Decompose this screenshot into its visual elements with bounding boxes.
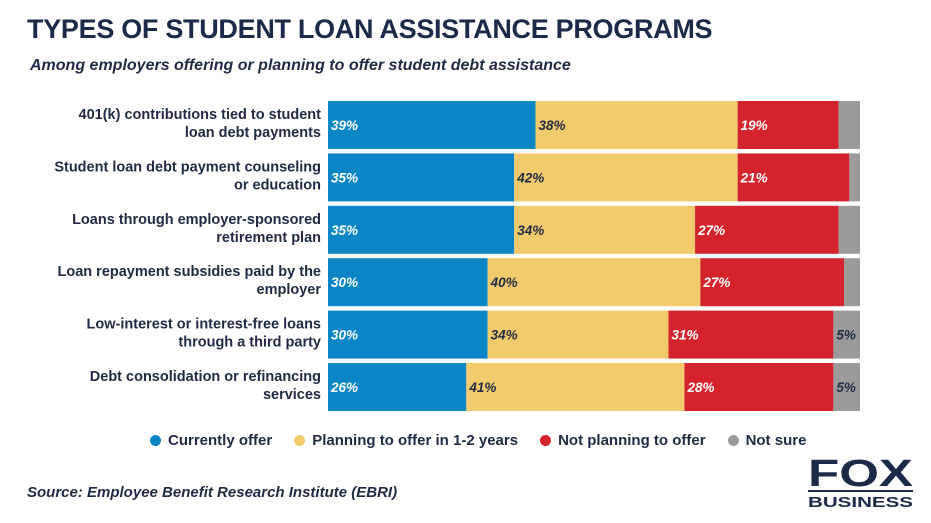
data-label: 40%	[490, 275, 518, 290]
source-note: Source: Employee Benefit Research Instit…	[27, 484, 398, 501]
bar-segment	[328, 153, 515, 202]
bar-segment	[466, 363, 685, 411]
stacked-bar-chart: 401(k) contributions tied to student loan…	[54, 101, 860, 411]
bar-segment	[328, 310, 488, 359]
bar-segment	[535, 101, 738, 149]
bar-segment	[328, 205, 515, 254]
category-label: or education	[234, 177, 321, 193]
bar-segment	[737, 153, 850, 202]
category-label: 401(k) contributions tied to student	[79, 107, 322, 123]
chart-subtitle: Among employers offering or planning to …	[30, 57, 571, 74]
bar-segment	[833, 310, 860, 359]
bar-segment	[700, 258, 845, 307]
legend-swatch-currently-offer	[150, 435, 161, 446]
chart-legend: Currently offer Planning to offer in 1-2…	[150, 432, 806, 449]
data-label: 30%	[331, 275, 358, 290]
bar-segment	[838, 205, 860, 254]
legend-label-currently-offer: Currently offer	[168, 432, 273, 449]
data-label: 30%	[331, 328, 358, 343]
data-label: 35%	[331, 170, 358, 185]
category-label: retirement plan	[216, 230, 321, 246]
category-label: Loan repayment subsidies paid by the	[58, 264, 321, 280]
legend-item-not-sure: Not sure	[727, 432, 807, 449]
data-label: 34%	[517, 223, 544, 238]
legend-swatch-not-sure	[727, 435, 739, 446]
bar-segment	[328, 258, 488, 307]
data-label: 39%	[331, 118, 358, 133]
data-label: 27%	[697, 223, 725, 238]
data-label: 38%	[538, 118, 565, 133]
legend-swatch-not-planning	[540, 435, 552, 446]
legend-label-not-planning: Not planning to offer	[558, 432, 706, 449]
bar-segment	[737, 101, 839, 149]
bar-segment	[514, 153, 738, 202]
data-label: 5%	[836, 380, 856, 395]
bar-segment	[833, 363, 860, 411]
bar-segment	[487, 310, 669, 359]
bar-segment	[668, 310, 834, 359]
bar-segment	[328, 101, 536, 149]
data-label: 26%	[330, 380, 358, 395]
bar-segment	[838, 101, 860, 149]
data-label: 19%	[741, 118, 768, 133]
logo-business-text: BUSINESS	[808, 494, 913, 509]
category-label: Low-interest or interest-free loans	[87, 317, 321, 333]
chart-title: TYPES OF STUDENT LOAN ASSISTANCE PROGRAM…	[27, 14, 713, 44]
legend-swatch-planning	[294, 435, 306, 446]
bar-segment	[328, 363, 467, 411]
data-label: 42%	[516, 170, 544, 185]
legend-item-not-planning: Not planning to offer	[540, 432, 706, 449]
data-label: 31%	[671, 328, 698, 343]
bar-segment	[514, 205, 696, 254]
legend-item-currently-offer: Currently offer	[150, 432, 272, 449]
data-label: 34%	[491, 328, 518, 343]
legend-label-planning: Planning to offer in 1-2 years	[312, 432, 519, 449]
bar-segment	[684, 363, 834, 411]
category-label: through a third party	[178, 335, 321, 351]
data-label: 41%	[468, 380, 496, 395]
bar-segment	[844, 258, 860, 307]
category-label: services	[263, 387, 321, 403]
data-label: 28%	[686, 380, 714, 395]
bar-segment	[695, 205, 839, 254]
data-label: 21%	[740, 170, 768, 185]
legend-label-not-sure: Not sure	[745, 432, 807, 449]
category-label: Loans through employer-sponsored	[72, 212, 321, 228]
category-label: Debt consolidation or refinancing	[90, 369, 321, 385]
data-label: 5%	[836, 328, 856, 343]
bar-segment	[849, 153, 860, 202]
legend-item-planning: Planning to offer in 1-2 years	[294, 432, 518, 449]
bar-segment	[487, 258, 701, 307]
category-label: Student loan debt payment counseling	[54, 159, 321, 175]
data-label: 35%	[331, 223, 358, 238]
category-label: loan debt payments	[185, 125, 321, 141]
data-label: 27%	[702, 275, 730, 290]
category-label: employer	[257, 282, 322, 298]
logo-fox-text: FOX	[808, 453, 914, 495]
fox-business-logo: FOX BUSINESS	[808, 453, 914, 509]
